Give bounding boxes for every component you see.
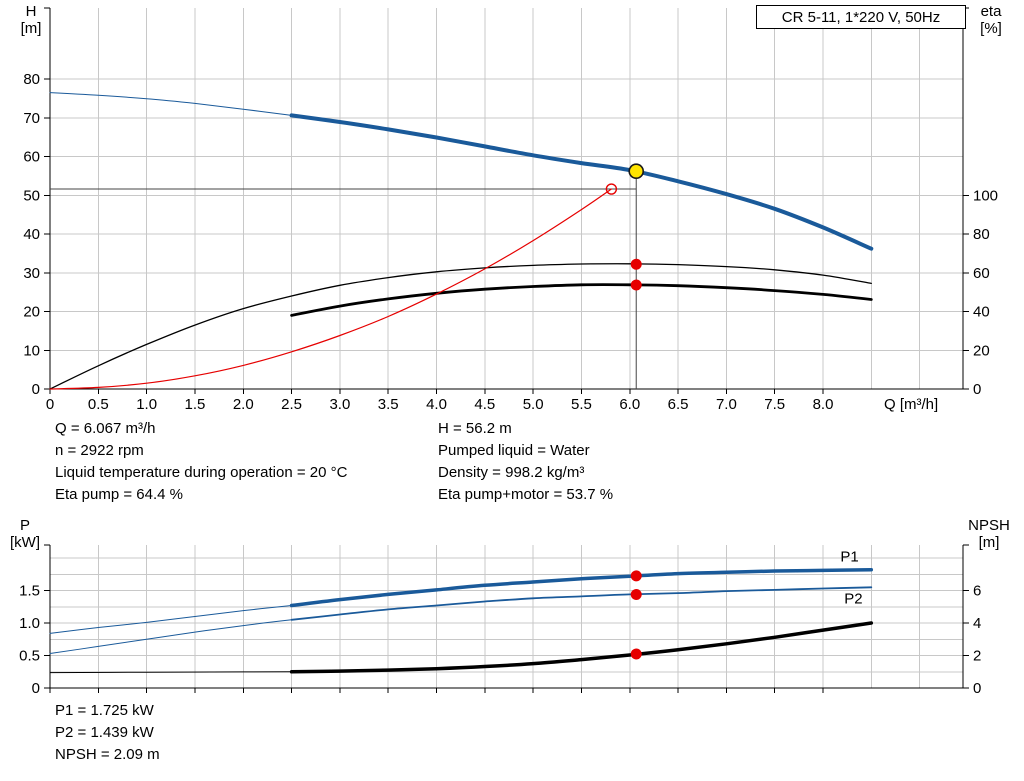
x-tick-label: 5.0: [523, 396, 544, 413]
pump-model-box: CR 5-11, 1*220 V, 50Hz: [756, 5, 966, 29]
npsh-axis-label: NPSH: [968, 517, 1010, 534]
x-tick-label: 8.0: [813, 396, 834, 413]
x-tick-label: 1.0: [136, 396, 157, 413]
result-npsh: NPSH = 2.09 m: [55, 746, 160, 763]
y-left-tick-label: 1.0: [19, 615, 40, 632]
result-speed: n = 2922 rpm: [55, 442, 144, 459]
x-tick-label: 2.0: [233, 396, 254, 413]
x-tick-label: 3.0: [329, 396, 350, 413]
op-point-npsh: [630, 648, 642, 660]
y-right-tick-label: 80: [973, 226, 990, 243]
eta-axis-label: eta: [980, 3, 1002, 20]
p-axis-label: P: [19, 517, 30, 534]
h-axis-label: H: [25, 3, 37, 20]
result-pumped-liquid: Pumped liquid = Water: [438, 442, 590, 459]
npsh-axis-label-block: NPSH [m]: [960, 517, 1018, 551]
npsh-axis-unit: [m]: [978, 534, 1000, 551]
result-flow: Q = 6.067 m³/h: [55, 420, 156, 437]
eta-pump-motor-curve: [290, 283, 873, 317]
x-tick-label: 4.5: [474, 396, 495, 413]
x-tick-label: 5.5: [571, 396, 592, 413]
y-left-tick-label: 10: [23, 342, 40, 359]
curve-label-p1: P1: [840, 548, 858, 565]
op-point-p1: [630, 570, 642, 582]
x-tick-label: 3.5: [378, 396, 399, 413]
x-tick-label: 7.0: [716, 396, 737, 413]
x-tick-label: 2.5: [281, 396, 302, 413]
h-axis-unit: [m]: [20, 20, 42, 37]
p2-curve-lead: [49, 619, 293, 654]
y-left-tick-label: 70: [23, 110, 40, 127]
npsh-curve: [289, 621, 874, 674]
head-efficiency-chart: 0 0.5 1.0 1.5 2.0 2.5 3.0 3.5 4.0 4.5 5.0 5.5 6.0 6.5…: [23, 7, 998, 413]
eta-pump-curve: [49, 263, 872, 390]
y-left-tick-label: 50: [23, 187, 40, 204]
y-right-tick-label: 4: [973, 615, 981, 632]
system-curve: [49, 188, 612, 390]
curve-label-p2: P2: [844, 591, 862, 608]
result-eta-pump: Eta pump = 64.4 %: [55, 486, 183, 503]
p2-curve: [290, 586, 873, 621]
y-left-tick-label: 0.5: [19, 648, 40, 665]
result-density: Density = 998.2 kg/m³: [438, 464, 585, 481]
results-bottom-column: P1 = 1.725 kW P2 = 1.439 kW NPSH = 2.09 …: [55, 700, 160, 766]
result-p2: P2 = 1.439 kW: [55, 724, 154, 741]
y-right-tick-label: 0: [973, 680, 981, 697]
eta-axis-label-block: eta [%]: [970, 3, 1012, 37]
eta-axis-unit: [%]: [980, 20, 1002, 37]
results-right-column: H = 56.2 m Pumped liquid = Water Density…: [438, 418, 613, 506]
y-left-tick-label: 0: [32, 680, 40, 697]
y-right-tick-label: 60: [973, 265, 990, 282]
y-right-tick-label: 6: [973, 583, 981, 600]
y-right-tick-label: 20: [973, 342, 990, 359]
y-left-tick-label: 60: [23, 149, 40, 166]
head-curve: [289, 113, 874, 251]
y-left-tick-label: 40: [23, 226, 40, 243]
x-tick-label: 4.0: [426, 396, 447, 413]
y-left-tick-label: 30: [23, 265, 40, 282]
npsh-curve-lead: [49, 671, 293, 674]
op-point-head: [628, 163, 645, 180]
result-liquid-temp: Liquid temperature during operation = 20…: [55, 464, 348, 481]
p1-curve-lead: [49, 605, 293, 634]
y-left-tick-label: 80: [23, 71, 40, 88]
head-curve-lead: [49, 92, 293, 116]
y-right-tick-label: 40: [973, 304, 990, 321]
x-tick-label: 7.5: [764, 396, 785, 413]
y-right-tick-label: 100: [973, 187, 998, 204]
y-left-tick-label: 20: [23, 304, 40, 321]
result-p1: P1 = 1.725 kW: [55, 702, 154, 719]
result-head: H = 56.2 m: [438, 420, 512, 437]
duty-point-requested: [605, 183, 618, 195]
results-left-column: Q = 6.067 m³/h n = 2922 rpm Liquid tempe…: [55, 418, 347, 506]
h-axis-label-block: H [m]: [12, 3, 50, 37]
result-eta-pump-motor: Eta pump+motor = 53.7 %: [438, 486, 614, 503]
x-tick-label: 0.5: [88, 396, 109, 413]
op-point-eta-pump: [630, 258, 642, 270]
op-point-eta-pump-motor: [630, 279, 642, 291]
p-axis-label-block: P [kW]: [4, 517, 46, 551]
y-right-tick-label: 2: [973, 648, 981, 665]
power-npsh-chart: 0 0.5 1.0 1.5 0 2 4 6 P1 P2: [19, 544, 981, 697]
p1-curve: [289, 567, 874, 608]
p-axis-unit: [kW]: [10, 534, 40, 551]
y-left-tick-label: 1.5: [19, 583, 40, 600]
q-axis-label: Q [m³/h]: [884, 396, 939, 413]
x-tick-label: 6.0: [619, 396, 640, 413]
op-point-p2: [630, 588, 642, 600]
y-left-tick-label: 0: [32, 381, 40, 398]
y-right-tick-label: 0: [973, 381, 981, 398]
x-tick-label: 0: [46, 396, 54, 413]
pump-model-label: CR 5-11, 1*220 V, 50Hz: [781, 8, 941, 26]
x-tick-label: 6.5: [668, 396, 689, 413]
x-tick-label: 1.5: [185, 396, 206, 413]
